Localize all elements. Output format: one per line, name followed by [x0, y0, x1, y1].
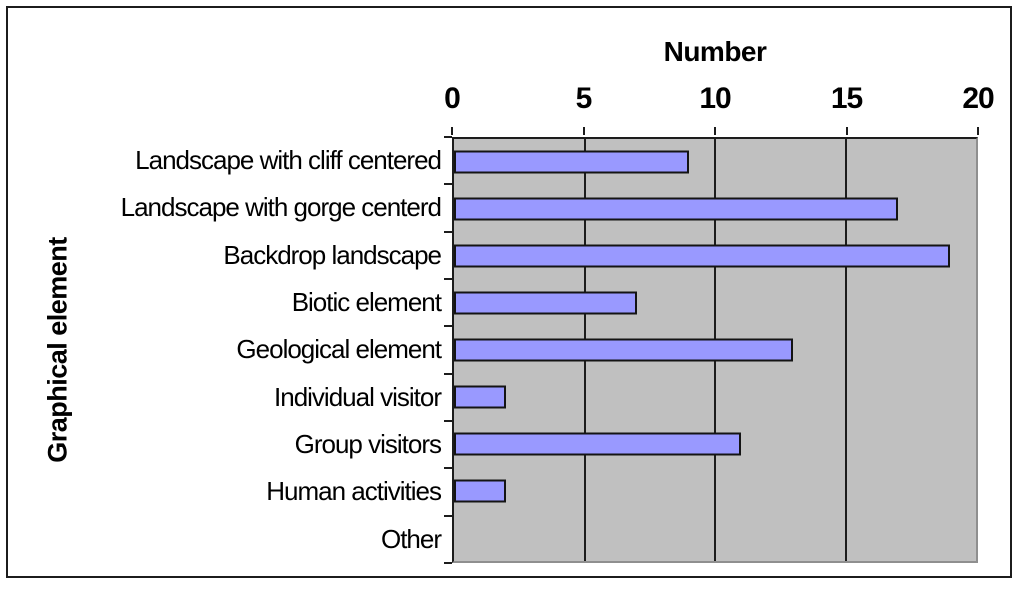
y-tick: [444, 562, 452, 564]
x-tick: [977, 127, 979, 135]
y-tick: [444, 467, 452, 470]
y-tick: [444, 372, 452, 375]
bar-row: [454, 373, 976, 420]
bar: [454, 150, 689, 174]
bar-row: [454, 139, 976, 186]
y-tick: [444, 277, 452, 280]
category-label: Backdrop landscape: [223, 239, 442, 270]
bar-row: [454, 280, 976, 327]
bar-row: [454, 420, 976, 467]
x-tick-label: 5: [575, 82, 593, 115]
category-label: Other: [380, 523, 442, 554]
x-tick-label: 0: [444, 82, 461, 115]
category-label: Landscape with cliff centered: [135, 145, 442, 176]
bar: [454, 244, 950, 268]
category-axis-labels: Landscape with cliff centered Landscape w…: [68, 137, 452, 563]
bar-row: [454, 233, 976, 280]
x-tick-label: 15: [830, 82, 863, 115]
y-tick: [444, 514, 452, 517]
x-tick: [714, 127, 716, 135]
x-axis-title: Number: [663, 36, 767, 67]
bar-row: [454, 514, 976, 561]
bar: [454, 385, 507, 409]
y-tick: [444, 419, 452, 422]
bar: [454, 338, 794, 362]
x-tick: [451, 127, 453, 135]
y-tick: [444, 230, 452, 233]
category-label: Geological element: [236, 334, 442, 365]
y-tick: [444, 136, 452, 138]
y-tick: [444, 183, 452, 186]
y-tick: [444, 325, 452, 328]
bar: [454, 197, 898, 221]
bar-series: [454, 139, 976, 561]
chart-frame: Number 0 5 10 15 20 Graphical element Landsc…: [6, 6, 1012, 578]
bar-row: [454, 467, 976, 514]
bar: [454, 291, 637, 315]
x-tick: [845, 127, 848, 135]
bar-row: [454, 327, 976, 374]
x-axis-tick-marks: [451, 127, 979, 135]
plot-area: [452, 137, 978, 563]
category-label: Biotic element: [291, 287, 442, 318]
gridline: [844, 139, 847, 561]
category-label: Individual visitor: [274, 381, 442, 412]
x-tick: [582, 127, 585, 135]
y-axis-tick-marks: [444, 136, 452, 564]
x-axis-tick-labels: 0 5 10 15 20: [444, 82, 995, 118]
bar-row: [454, 186, 976, 233]
bar: [454, 479, 507, 503]
category-label: Landscape with gorge centerd: [120, 192, 442, 223]
x-tick-label: 10: [699, 82, 731, 115]
category-label: Group visitors: [294, 429, 442, 460]
category-label: Human activities: [266, 476, 442, 507]
bar: [454, 432, 742, 456]
x-tick-label: 20: [962, 82, 994, 115]
